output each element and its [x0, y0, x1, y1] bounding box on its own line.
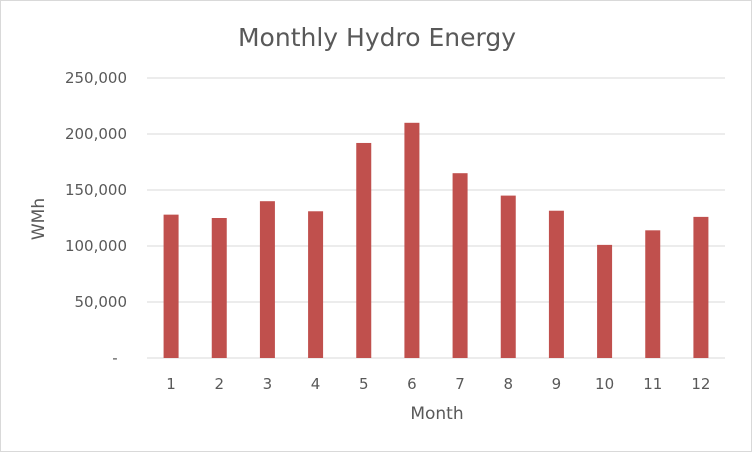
- x-tick-label: 5: [359, 375, 369, 393]
- bar-month-10: [597, 244, 613, 358]
- chart-title: Monthly Hydro Energy: [238, 23, 516, 52]
- bar-month-9: [548, 210, 564, 358]
- x-tick-label: 8: [503, 375, 513, 393]
- bar-month-6: [404, 122, 420, 358]
- gridlines: [147, 77, 725, 359]
- x-tick-label: 3: [263, 375, 273, 393]
- y-tick-label: -: [112, 349, 117, 367]
- bar-month-5: [356, 142, 372, 358]
- x-axis-tick-labels: 1 2 3 4 5 6 7 8 9 10 11 12: [166, 375, 710, 393]
- x-tick-label: 10: [595, 375, 614, 393]
- x-tick-label: 4: [311, 375, 321, 393]
- bar-month-4: [308, 211, 324, 358]
- bar-month-7: [452, 173, 468, 358]
- x-tick-label: 12: [691, 375, 710, 393]
- y-axis-title: WMh: [29, 198, 49, 240]
- y-tick-label: 100,000: [65, 237, 127, 255]
- bar-month-11: [645, 230, 661, 358]
- y-tick-label: 250,000: [65, 69, 127, 87]
- bar-month-12: [693, 216, 709, 358]
- y-tick-label: 150,000: [65, 181, 127, 199]
- y-tick-label: 50,000: [75, 293, 128, 311]
- bar-month-8: [500, 195, 516, 358]
- x-tick-label: 1: [166, 375, 176, 393]
- bar-month-3: [259, 201, 275, 358]
- y-tick-label: 200,000: [65, 125, 127, 143]
- y-axis-tick-labels: - 50,000 100,000 150,000 200,000 250,000: [65, 69, 127, 367]
- x-tick-label: 9: [552, 375, 562, 393]
- x-tick-label: 7: [455, 375, 465, 393]
- x-axis-title: Month: [410, 404, 463, 424]
- bar-month-1: [163, 214, 179, 358]
- x-tick-label: 6: [407, 375, 417, 393]
- x-tick-label: 2: [214, 375, 224, 393]
- x-tick-label: 11: [643, 375, 662, 393]
- bars: [163, 122, 709, 358]
- bar-month-2: [211, 218, 227, 358]
